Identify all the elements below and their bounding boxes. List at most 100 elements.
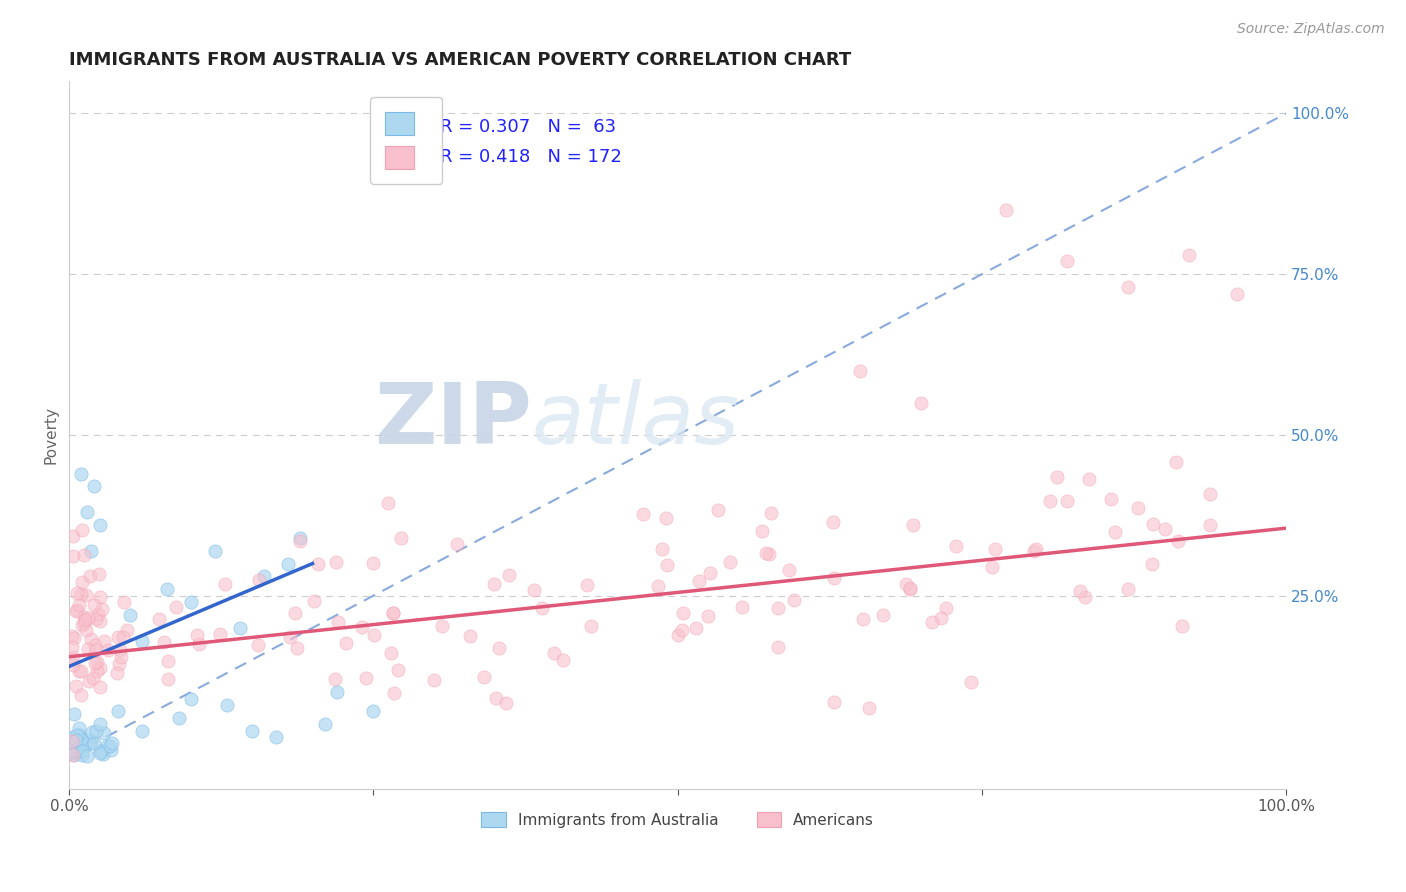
Point xyxy=(1199,518,1222,533)
Point xyxy=(84,643,107,657)
Point xyxy=(67,721,90,735)
Point xyxy=(67,598,90,612)
Point xyxy=(73,615,96,630)
Point xyxy=(910,396,932,410)
Point xyxy=(543,646,565,660)
Point xyxy=(495,696,517,710)
Point xyxy=(70,739,93,754)
Point xyxy=(751,524,773,538)
Point xyxy=(107,631,129,645)
Point xyxy=(73,548,96,562)
Point xyxy=(326,685,349,699)
Point xyxy=(63,744,86,758)
Point xyxy=(157,672,180,686)
Point xyxy=(666,628,689,642)
Point xyxy=(1164,455,1187,469)
Point xyxy=(651,541,673,556)
Point xyxy=(70,665,93,679)
Point xyxy=(823,571,845,585)
Point xyxy=(107,705,129,719)
Point xyxy=(1142,557,1164,571)
Point xyxy=(60,629,83,643)
Point xyxy=(204,543,226,558)
Point xyxy=(84,638,107,652)
Point xyxy=(363,705,385,719)
Point xyxy=(1116,582,1139,596)
Point xyxy=(672,606,695,620)
Point xyxy=(86,655,108,669)
Point xyxy=(307,557,329,571)
Point xyxy=(84,612,107,626)
Point xyxy=(69,688,91,702)
Point xyxy=(188,637,211,651)
Point xyxy=(381,606,404,620)
Point xyxy=(65,679,87,693)
Point xyxy=(363,628,385,642)
Point xyxy=(108,657,131,672)
Point xyxy=(84,657,107,671)
Point xyxy=(131,723,153,738)
Point xyxy=(655,511,678,525)
Point xyxy=(66,728,89,742)
Text: IMMIGRANTS FROM AUSTRALIA VS AMERICAN POVERTY CORRELATION CHART: IMMIGRANTS FROM AUSTRALIA VS AMERICAN PO… xyxy=(69,51,852,69)
Point xyxy=(783,593,806,607)
Point xyxy=(246,638,269,652)
Point xyxy=(290,531,312,545)
Point xyxy=(325,556,347,570)
Point xyxy=(523,583,546,598)
Point xyxy=(153,635,176,649)
Point xyxy=(472,669,495,683)
Point xyxy=(93,725,115,739)
Point xyxy=(688,574,710,588)
Point xyxy=(76,505,98,519)
Point xyxy=(131,633,153,648)
Point xyxy=(70,732,93,747)
Point xyxy=(156,654,179,668)
Point xyxy=(108,642,131,657)
Point xyxy=(70,587,93,601)
Point xyxy=(63,733,86,747)
Point xyxy=(387,663,409,677)
Point xyxy=(766,601,789,615)
Point xyxy=(73,610,96,624)
Point xyxy=(60,746,83,760)
Point xyxy=(165,599,187,614)
Point xyxy=(60,730,83,744)
Point xyxy=(699,566,721,580)
Point xyxy=(1177,248,1199,262)
Point xyxy=(70,731,93,746)
Point xyxy=(62,657,84,672)
Point xyxy=(657,558,679,573)
Point xyxy=(823,516,845,530)
Point xyxy=(731,599,754,614)
Point xyxy=(105,665,128,680)
Point xyxy=(766,640,789,654)
Point xyxy=(718,555,741,569)
Point xyxy=(70,618,93,632)
Text: ZIP: ZIP xyxy=(374,379,531,462)
Point xyxy=(285,640,308,655)
Point xyxy=(70,523,93,537)
Point xyxy=(76,748,98,763)
Point xyxy=(69,728,91,742)
Point xyxy=(96,739,118,753)
Point xyxy=(75,623,97,637)
Point xyxy=(155,582,177,597)
Point xyxy=(62,707,84,722)
Point xyxy=(240,723,263,738)
Point xyxy=(361,556,384,570)
Point xyxy=(1167,533,1189,548)
Point xyxy=(858,700,880,714)
Point xyxy=(84,724,107,739)
Point xyxy=(1077,472,1099,486)
Point xyxy=(77,736,100,750)
Point xyxy=(89,744,111,758)
Point xyxy=(112,630,135,644)
Point xyxy=(1039,494,1062,508)
Point xyxy=(759,507,782,521)
Point xyxy=(284,607,307,621)
Point xyxy=(217,698,239,712)
Point xyxy=(1069,584,1091,599)
Point xyxy=(1126,500,1149,515)
Point xyxy=(377,496,399,510)
